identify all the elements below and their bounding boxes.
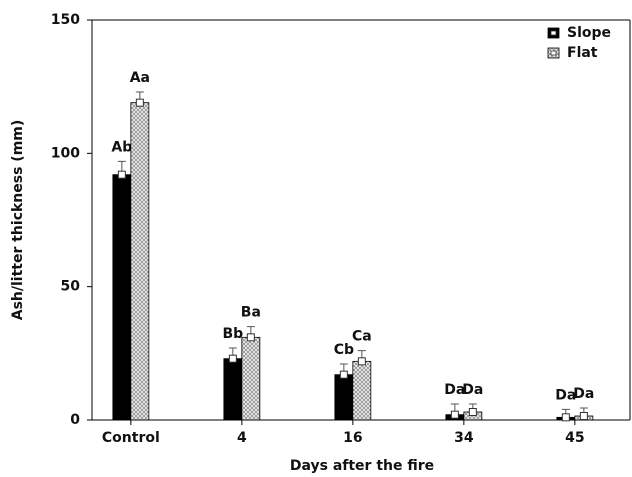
x-tick-label: 34 xyxy=(454,430,474,446)
mean-marker xyxy=(135,98,144,107)
group-letter: Cb xyxy=(334,342,354,358)
mean-marker xyxy=(117,170,126,179)
legend-marker xyxy=(550,50,557,56)
y-tick-label: 0 xyxy=(70,412,80,428)
bar xyxy=(334,374,354,421)
group-letter: Ab xyxy=(111,139,132,155)
group-letter: Bb xyxy=(222,326,243,342)
group-letter: Aa xyxy=(130,70,150,86)
x-tick-label: 45 xyxy=(565,430,584,446)
bar xyxy=(112,174,132,421)
mean-marker xyxy=(561,413,570,422)
bar xyxy=(352,360,372,421)
mean-marker xyxy=(246,333,255,342)
x-tick-label: 4 xyxy=(237,430,247,446)
y-axis-label: Ash/litter thickness (mm) xyxy=(10,120,26,321)
bar xyxy=(130,102,150,421)
mean-marker xyxy=(579,412,588,420)
x-tick-label: 16 xyxy=(343,430,362,446)
y-tick-label: 100 xyxy=(51,145,80,161)
legend-label: Flat xyxy=(567,45,598,61)
mean-marker xyxy=(450,410,459,419)
group-letter: Da xyxy=(444,382,465,398)
group-letter: Da xyxy=(462,382,483,398)
group-letter: Ca xyxy=(352,329,372,345)
bar xyxy=(241,336,261,421)
y-tick-label: 50 xyxy=(61,279,81,295)
group-letter: Ba xyxy=(241,305,261,321)
group-letter: Da xyxy=(573,386,594,402)
mean-marker xyxy=(357,357,366,366)
x-tick-label: Control xyxy=(102,430,160,446)
mean-marker xyxy=(468,408,477,416)
mean-marker xyxy=(339,370,348,379)
bar xyxy=(223,358,243,421)
mean-marker xyxy=(228,354,237,363)
legend-label: Slope xyxy=(567,25,611,41)
group-letter: Da xyxy=(555,387,576,403)
x-axis-label: Days after the fire xyxy=(290,458,434,474)
y-tick-label: 150 xyxy=(51,12,80,28)
legend-marker xyxy=(550,30,557,36)
